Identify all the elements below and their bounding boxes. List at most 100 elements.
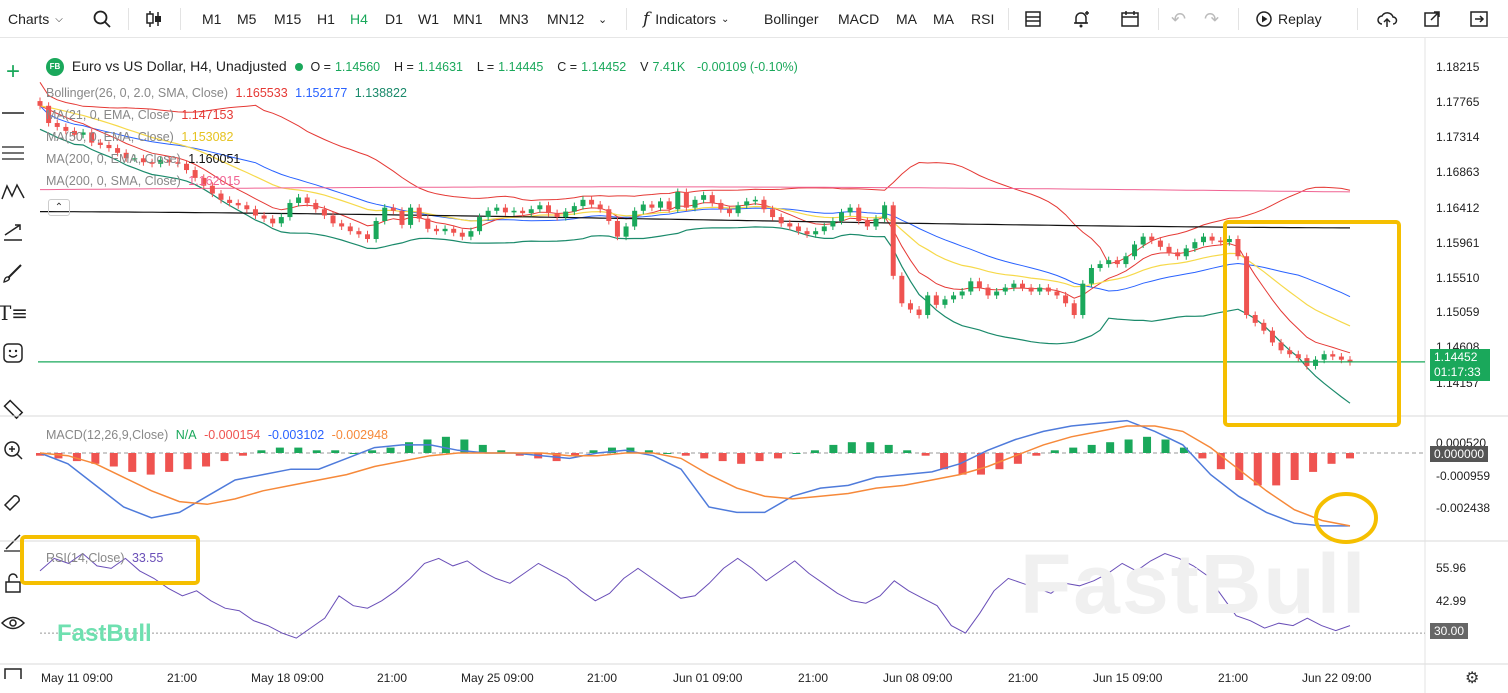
candle-body [1037,287,1043,292]
brush-icon[interactable] [0,261,26,285]
ruler-icon[interactable] [0,397,26,421]
candle-body [1132,244,1138,257]
magnet-icon[interactable] [0,490,26,514]
emoji-icon[interactable] [0,341,26,365]
candle-body [1347,359,1353,363]
rsi-legend[interactable]: RSI(14,Close) 33.55 [46,551,167,565]
bollinger-mid-value: 1.152177 [295,86,348,100]
lock-icon[interactable] [0,571,26,595]
macd-zero-tag: 0.000000 [1430,446,1489,462]
price-axis-label: 1.15510 [1436,271,1480,285]
candle-body [1200,236,1206,243]
pattern-icon[interactable] [0,179,26,203]
projection-icon[interactable] [0,220,26,244]
ma50-legend[interactable]: MA(50, 0, EMA, Close) 1.153082 [46,130,237,144]
candle-body [1028,287,1034,292]
timeframe-d1[interactable]: D1 [385,11,403,27]
candle-body [597,204,603,210]
timeframe-m5[interactable]: M5 [237,11,257,27]
alert-bell-icon[interactable] [1071,0,1091,38]
layout-icon[interactable] [1024,0,1042,38]
timeframe-h4[interactable]: H4 [350,11,368,27]
ma200-ema-legend[interactable]: MA(200, 0, EMA, Close) 1.160051 [46,152,244,166]
crosshair-icon[interactable]: + [5,58,20,85]
redo-icon[interactable]: ↷ [1204,8,1220,29]
candle-body [339,223,345,227]
candle-body [1321,354,1327,360]
timeframe-mn12[interactable]: MN12 [547,11,585,27]
charts-menu-button[interactable]: Charts ⌵ [8,0,63,38]
timeframe-dropdown-icon[interactable]: ⌄ [598,13,608,26]
price-change: -0.00109 (-0.10%) [697,60,798,74]
candle-body [158,159,164,164]
indicator-ma-button[interactable]: MA [896,11,917,27]
macd-line-value: -0.003102 [267,428,325,442]
macd-histogram-bar [571,453,580,456]
indicator-macd-button[interactable]: MACD [838,11,880,27]
zoom-in-icon[interactable] [0,438,26,462]
timeframe-mn1[interactable]: MN1 [453,11,483,27]
indicator-ma-button-2[interactable]: MA [933,11,954,27]
candle-body [1123,256,1129,265]
ma200-ema-value: 1.160051 [188,152,241,166]
time-axis-label: May 18 09:00 [251,671,324,685]
candle-body [1080,283,1086,316]
collapse-legend-button[interactable]: ⌃ [48,199,70,216]
candle-body [1338,356,1344,360]
candle-body [839,212,845,221]
candle-body [313,202,319,210]
timeframe-mn3[interactable]: MN3 [499,11,529,27]
search-icon[interactable] [92,0,112,38]
timeframe-m1[interactable]: M1 [202,11,222,27]
macd-histogram-bar [54,453,63,459]
candle-body [692,199,698,208]
undo-icon[interactable]: ↶ [1171,8,1187,29]
pen-icon[interactable] [0,530,26,554]
chart-settings-icon[interactable]: ⚙ [1465,670,1480,687]
ma21-legend[interactable]: MA(21, 0, EMA, Close) 1.147153 [46,108,237,122]
calendar-icon[interactable] [1120,0,1140,38]
exit-fullscreen-icon[interactable] [1469,0,1489,38]
time-axis-label: Jun 08 09:00 [883,671,953,685]
candle-body [1183,248,1189,257]
candle-type-icon[interactable] [145,0,163,38]
chart-area[interactable]: FastBull FastBull FB Euro vs US Dollar, … [0,38,1508,693]
macd-histogram-bar [1290,453,1299,480]
candle-body [649,204,655,208]
ma200-sma-legend[interactable]: MA(200, 0, SMA, Close) 1.162015 [46,174,244,188]
candle-body [140,158,146,163]
chart-canvas[interactable] [0,38,1508,693]
candle-body [54,123,60,127]
macd-line [39,419,1350,527]
macd-histogram-bar [1013,453,1022,464]
cloud-upload-icon[interactable] [1376,0,1398,38]
eye-icon[interactable] [0,611,26,635]
candle-body [97,142,103,145]
delete-icon[interactable] [0,660,26,684]
candle-body [925,295,931,316]
indicator-rsi-button[interactable]: RSI [971,11,995,27]
candle-body [985,287,991,296]
horizontal-lines-icon[interactable] [0,141,26,165]
timeframe-h1[interactable]: H1 [317,11,335,27]
indicator-bollinger-button[interactable]: Bollinger [764,11,819,27]
timeframe-m15[interactable]: M15 [274,11,302,27]
text-tool-icon[interactable]: T≡ [0,301,29,325]
share-icon[interactable] [1423,0,1441,38]
macd-histogram-bar [405,442,414,453]
bollinger-upper-value: 1.165533 [235,86,288,100]
indicators-button[interactable]: f Indicators ⌄ [643,0,729,38]
time-axis-label: May 11 09:00 [41,671,113,685]
trend-line-icon[interactable] [0,101,26,125]
macd-histogram-bar [1032,453,1041,456]
timeframe-w1[interactable]: W1 [418,11,439,27]
chevron-down-icon: ⌵ [55,13,63,25]
candle-body [330,215,336,224]
bollinger-legend[interactable]: Bollinger(26, 0, 2.0, SMA, Close) 1.1655… [46,86,411,100]
candle-body [218,193,224,200]
macd-histogram-bar [294,447,303,453]
macd-histogram-bar [368,450,377,453]
macd-legend[interactable]: MACD(12,26,9,Close) N/A -0.000154 -0.003… [46,428,392,442]
macd-histogram-bar [36,453,44,456]
replay-button[interactable]: Replay [1255,0,1322,38]
